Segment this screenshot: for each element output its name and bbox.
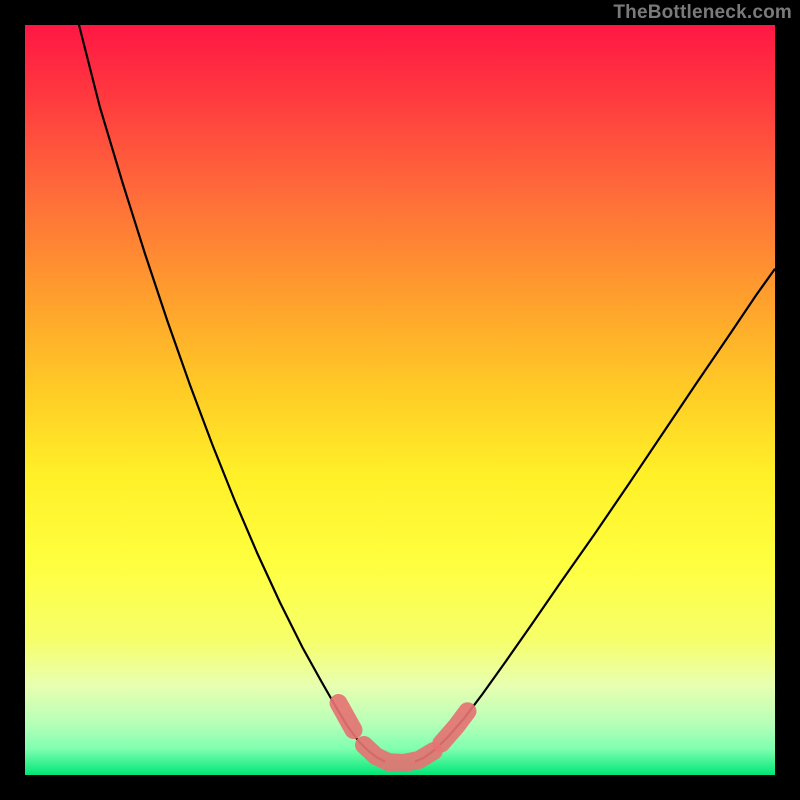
watermark-text: TheBottleneck.com [613,2,792,24]
chart-background [25,25,775,775]
bottleneck-chart [25,25,775,775]
